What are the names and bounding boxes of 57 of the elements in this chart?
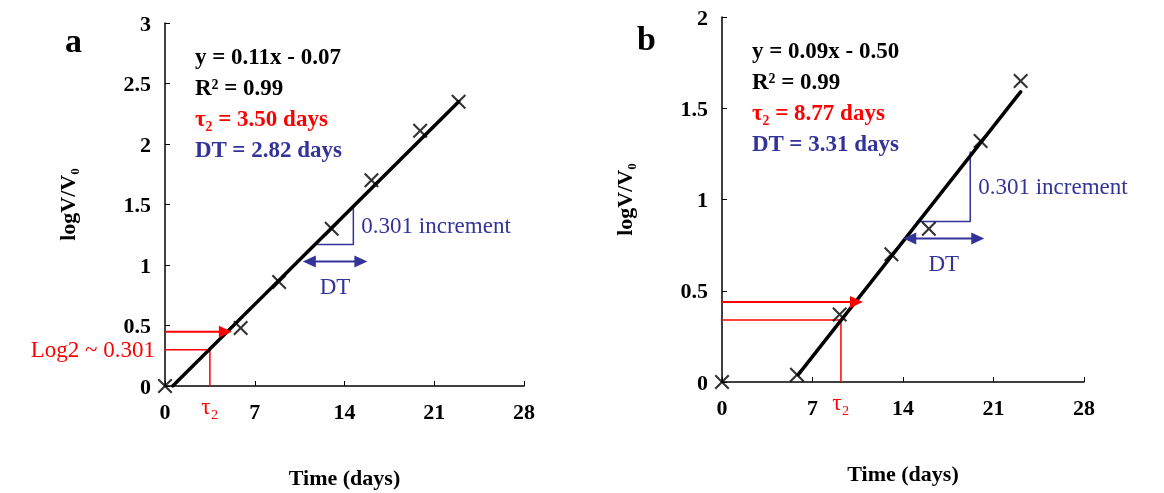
point <box>973 133 989 149</box>
annotation: y = 0.09x - 0.50 <box>752 38 900 63</box>
x-tick-label: 7 <box>249 398 261 424</box>
point <box>324 221 340 237</box>
point <box>1013 73 1029 89</box>
y-tick-label: 1 <box>140 252 151 278</box>
x-tick-label: 21 <box>982 394 1005 420</box>
x-tick-label: 0 <box>716 394 728 420</box>
y-tick-label: 1.5 <box>123 192 151 217</box>
x-tick-label: 14 <box>333 398 356 424</box>
point <box>714 374 730 390</box>
x-tick-label: 0 <box>159 398 171 424</box>
annotation: 0.301 increment <box>978 174 1129 200</box>
annotation: DT = 2.82 days <box>195 137 342 162</box>
annotation: y = 0.11x - 0.07 <box>195 44 341 69</box>
x-tick-label: 14 <box>892 394 914 420</box>
x-tick-label: 28 <box>513 398 535 424</box>
y-tick-label: 1 <box>697 187 708 212</box>
annotation: R² = 0.99 <box>752 69 841 94</box>
chart-title: a <box>65 21 82 59</box>
point <box>451 94 467 110</box>
point <box>233 320 249 336</box>
annotation: DT <box>928 250 960 276</box>
x-axis-title: Time (days) <box>288 464 401 490</box>
y-tick-label: 2 <box>140 131 151 157</box>
annotation: τ₂ = 3.50 days <box>195 106 328 131</box>
point <box>412 123 428 139</box>
point <box>363 172 379 188</box>
x-tick-label: 21 <box>423 398 446 424</box>
y-axis-title: logV/V₀ <box>611 162 637 236</box>
x-tick-label: 7 <box>807 394 818 420</box>
x-axis-title: Time (days) <box>847 460 959 486</box>
annotation: Log2 ~ 0.301 <box>30 337 155 363</box>
y-tick-label: 1.5 <box>680 95 708 121</box>
point <box>271 274 287 290</box>
y-tick-label: 0 <box>697 369 708 395</box>
y-tick-label: 0.5 <box>123 313 151 338</box>
chart-title: b <box>637 19 656 57</box>
annotation: τ₂ = 8.77 days <box>752 100 885 125</box>
point <box>789 367 805 383</box>
y-axis-title: logV/V₀ <box>54 167 80 241</box>
point <box>921 221 937 237</box>
y-tick-label: 3 <box>140 10 151 36</box>
annotation: τ₂ <box>832 389 850 415</box>
annotation: τ₂ <box>201 393 219 419</box>
point <box>832 306 848 322</box>
y-tick-label: 2 <box>697 4 708 30</box>
annotation: DT <box>319 273 351 299</box>
y-tick-label: 0 <box>140 373 151 399</box>
x-tick-label: 28 <box>1073 394 1095 420</box>
point <box>157 378 173 394</box>
y-tick-label: 2.5 <box>123 71 151 96</box>
point <box>883 246 899 262</box>
annotation: DT = 3.31 days <box>752 131 899 156</box>
annotation: R² = 0.99 <box>195 75 284 100</box>
y-tick-label: 0.5 <box>680 278 708 304</box>
annotation: 0.301 increment <box>361 212 512 238</box>
